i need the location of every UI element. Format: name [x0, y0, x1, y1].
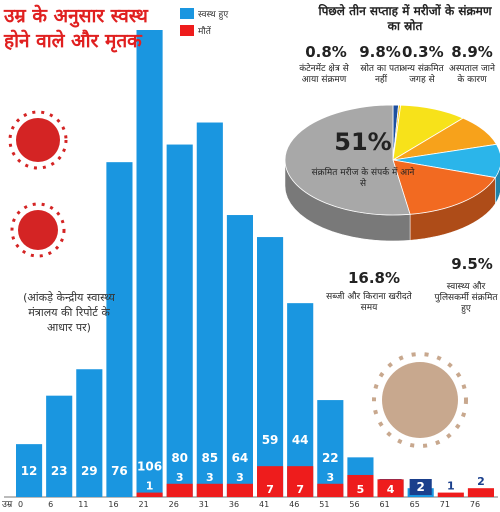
value-label: 3: [176, 471, 184, 484]
value-label: 44: [292, 433, 309, 447]
pie-value-label: 51%: [334, 128, 392, 156]
value-label: 22: [322, 451, 339, 465]
value-label: 106: [137, 460, 162, 474]
x-tick-label: 71: [440, 500, 450, 509]
bar-recovered: [106, 162, 133, 498]
value-label: 85: [201, 451, 218, 465]
bar-recovered: [257, 237, 284, 497]
pie-category-label: अस्पताल जाने के कारण: [449, 64, 495, 85]
legend-swatch: [180, 8, 194, 19]
bar-recovered: [136, 30, 163, 497]
pie-slices: [284, 104, 500, 216]
bar-death: [317, 483, 344, 497]
value-label: 5: [357, 483, 365, 496]
chart-title: उम्र के अनुसार स्वस्थ होने वाले और मृतक: [4, 5, 148, 52]
value-label: 12: [21, 464, 38, 478]
x-tick-label: 65: [410, 500, 420, 509]
value-label: 3: [206, 471, 214, 484]
value-label: 29: [81, 464, 98, 478]
pie-title: पिछले तीन सप्ताह में मरीजों के संक्रमण क…: [318, 4, 492, 33]
x-tick-label: 26: [169, 500, 179, 509]
pie-value-label: 8.9%: [451, 43, 493, 61]
bar-death: [287, 466, 314, 497]
value-label: 3: [236, 471, 244, 484]
bar-recovered: [76, 369, 103, 497]
value-label: 80: [171, 451, 188, 465]
bar-death: [196, 483, 223, 497]
pie-category-label: स्वास्थ्य और पुलिसकर्मी संक्रमित हुए: [434, 282, 498, 314]
x-tick-label: 56: [349, 500, 359, 509]
value-label: 2: [417, 480, 425, 494]
value-label: 59: [262, 433, 279, 447]
bar-death: [467, 488, 494, 497]
pie-category-label: अन्य संक्रमित जगह से: [400, 64, 444, 85]
pie-slice: [284, 104, 411, 216]
value-label: 1: [146, 480, 154, 493]
x-tick-label: 36: [229, 500, 239, 509]
pie-category-label: स्रोत का पता नहीं: [360, 64, 402, 85]
x-tick-label: 11: [78, 500, 88, 509]
bar-recovered: [196, 122, 223, 498]
x-tick-label: 41: [259, 500, 269, 509]
source-note: (आंकड़े केन्द्रीय स्वास्थ्य मंत्रालय की …: [23, 291, 115, 334]
x-tick-label: 0: [18, 500, 23, 509]
value-label: 23: [51, 464, 68, 478]
pie-value-label: 16.8%: [347, 269, 401, 287]
x-tick-label: 76: [470, 500, 480, 509]
x-axis-label: उम्र: [2, 500, 13, 510]
x-tick-label: 61: [380, 500, 390, 509]
pie-value-label: 0.8%: [305, 43, 347, 61]
pie-category-label: सब्जी और किराना खरीदते समय: [326, 292, 412, 313]
legend-label: स्वस्थ हुए: [198, 10, 229, 20]
value-box: [409, 479, 432, 495]
bar-recovered: [16, 444, 43, 497]
value-label: 3: [326, 471, 334, 484]
bar-death: [226, 483, 253, 497]
pie-value-label: 9.8%: [359, 43, 401, 61]
bar-recovered: [166, 144, 193, 497]
bar-death: [437, 492, 464, 497]
x-tick-label: 16: [108, 500, 118, 509]
bar-death: [136, 492, 163, 497]
value-label: 9: [356, 442, 364, 456]
pie-value-label: 9.5%: [451, 255, 493, 273]
virus-decoration: [8, 110, 468, 448]
x-tick-label: 21: [139, 500, 149, 509]
x-tick-label: 6: [48, 500, 53, 509]
value-label: 7: [266, 483, 274, 496]
bar-recovered: [317, 400, 344, 497]
x-tick-label: 31: [199, 500, 209, 509]
value-label: 2: [477, 475, 485, 488]
pie-category-label: कंटेनमेंट क्षेत्र से आया संक्रमण: [299, 64, 349, 85]
legend-swatch: [180, 25, 194, 36]
legend-label: मौतें: [198, 25, 212, 37]
pie-slice: [392, 159, 497, 215]
bar-death: [377, 479, 404, 497]
bar-death: [166, 483, 193, 497]
pie-value-label: 0.3%: [402, 43, 444, 61]
value-label: 7: [296, 483, 304, 496]
value-label: 1: [447, 480, 455, 493]
bar-recovered: [287, 303, 314, 497]
value-label: 76: [111, 464, 128, 478]
value-label: 64: [232, 451, 249, 465]
bar-death: [257, 466, 284, 497]
x-tick-label: 46: [289, 500, 299, 509]
bar-recovered: [226, 215, 253, 498]
x-tick-label: 51: [319, 500, 329, 509]
bar-recovered: [46, 395, 73, 497]
bar-death: [347, 474, 374, 497]
value-label: 4: [387, 483, 395, 496]
pie-category-label: संक्रमित मरीज के संपर्क में आने से: [311, 168, 415, 189]
